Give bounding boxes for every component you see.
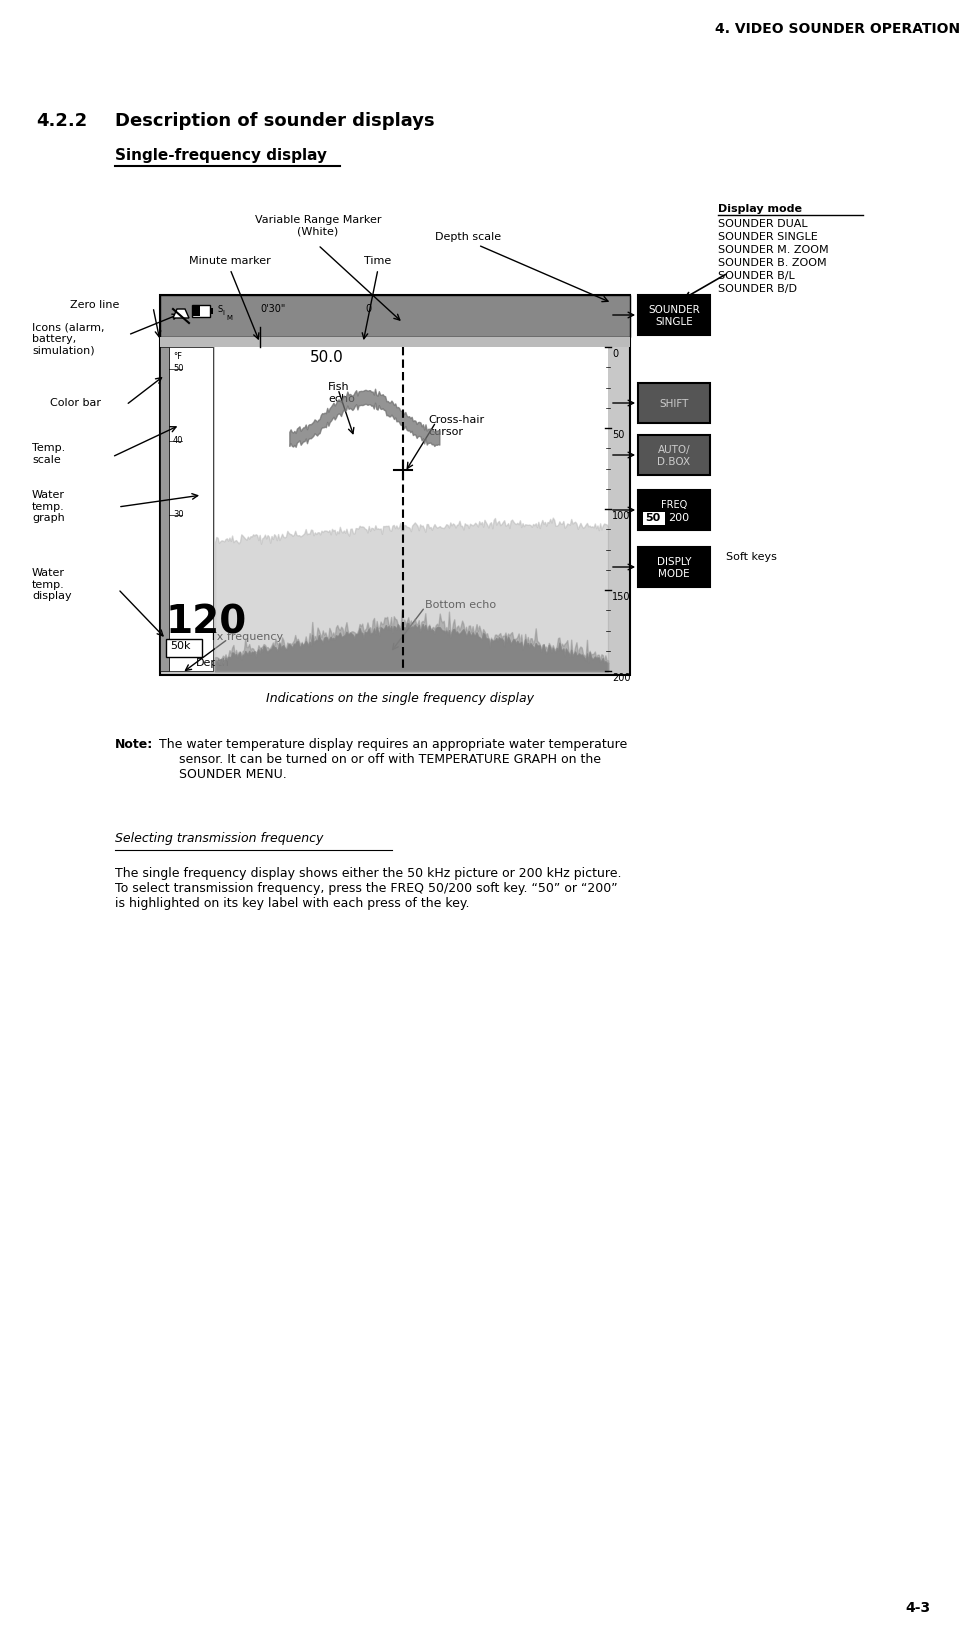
Text: Temp.
scale: Temp. scale xyxy=(32,442,65,465)
Text: SHIFT: SHIFT xyxy=(660,398,689,408)
Bar xyxy=(160,295,630,676)
Text: Cross-hair
cursor: Cross-hair cursor xyxy=(428,415,485,436)
Text: Soft keys: Soft keys xyxy=(726,552,776,561)
Text: SOUNDER SINGLE: SOUNDER SINGLE xyxy=(718,232,817,242)
Bar xyxy=(160,338,630,348)
Text: I: I xyxy=(222,310,224,317)
Text: M: M xyxy=(226,315,232,322)
Bar xyxy=(160,295,630,338)
Text: 4-3: 4-3 xyxy=(905,1599,930,1614)
Text: Depth scale: Depth scale xyxy=(435,232,501,242)
Bar xyxy=(192,305,210,318)
Text: FREQ: FREQ xyxy=(661,499,687,509)
Text: Single-frequency display: Single-frequency display xyxy=(115,149,327,163)
Text: Time: Time xyxy=(364,256,391,266)
Text: SOUNDER B/D: SOUNDER B/D xyxy=(718,284,797,294)
Bar xyxy=(638,491,710,530)
Text: 50: 50 xyxy=(173,364,184,372)
Text: S: S xyxy=(217,305,222,313)
Text: The water temperature display requires an appropriate water temperature
      se: The water temperature display requires a… xyxy=(155,738,628,780)
Text: 50k: 50k xyxy=(170,641,191,651)
Text: SOUNDER B. ZOOM: SOUNDER B. ZOOM xyxy=(718,258,827,268)
Bar xyxy=(638,548,710,588)
Text: 100: 100 xyxy=(612,511,631,521)
Text: SOUNDER B/L: SOUNDER B/L xyxy=(718,271,795,281)
Text: Color bar: Color bar xyxy=(50,398,101,408)
Text: 200: 200 xyxy=(668,512,689,522)
Text: 200: 200 xyxy=(612,672,631,682)
Text: Minute marker: Minute marker xyxy=(189,256,270,266)
Text: 50: 50 xyxy=(645,512,661,522)
Text: Depth: Depth xyxy=(196,658,230,667)
Bar xyxy=(193,307,200,317)
Text: The single frequency display shows either the 50 kHz picture or 200 kHz picture.: The single frequency display shows eithe… xyxy=(115,867,622,909)
Text: 50: 50 xyxy=(612,429,625,439)
Bar xyxy=(169,348,213,672)
Bar xyxy=(638,295,710,336)
Text: 30: 30 xyxy=(173,509,184,519)
Text: Selecting transmission frequency: Selecting transmission frequency xyxy=(115,831,323,844)
Text: DISPLY
MODE: DISPLY MODE xyxy=(657,557,691,578)
Text: Note:: Note: xyxy=(115,738,154,751)
Text: SOUNDER M. ZOOM: SOUNDER M. ZOOM xyxy=(718,245,829,255)
Polygon shape xyxy=(173,310,189,318)
Text: 4.2.2: 4.2.2 xyxy=(36,113,88,131)
Text: 150: 150 xyxy=(612,592,631,602)
Text: Tx frequency: Tx frequency xyxy=(210,632,283,641)
Bar xyxy=(160,348,169,672)
Bar xyxy=(210,308,213,315)
Bar xyxy=(638,384,710,424)
Text: Description of sounder displays: Description of sounder displays xyxy=(115,113,435,131)
Text: 0: 0 xyxy=(612,349,618,359)
Bar xyxy=(166,640,202,658)
Text: Display mode: Display mode xyxy=(718,204,802,214)
Text: Bottom echo: Bottom echo xyxy=(425,599,496,610)
Text: 0'30": 0'30" xyxy=(260,304,285,313)
Text: Variable Range Marker
(White): Variable Range Marker (White) xyxy=(255,215,381,237)
Text: Fish
echo: Fish echo xyxy=(328,382,355,403)
Text: SOUNDER DUAL: SOUNDER DUAL xyxy=(718,219,808,228)
Text: 4. VIDEO SOUNDER OPERATION: 4. VIDEO SOUNDER OPERATION xyxy=(715,21,960,36)
Text: Icons (alarm,
battery,
simulation): Icons (alarm, battery, simulation) xyxy=(32,322,104,356)
Text: °F: °F xyxy=(173,353,182,361)
Text: SOUNDER
SINGLE: SOUNDER SINGLE xyxy=(648,305,700,326)
Text: Indications on the single frequency display: Indications on the single frequency disp… xyxy=(266,692,534,705)
Text: Water
temp.
graph: Water temp. graph xyxy=(32,490,65,522)
Text: Zero line: Zero line xyxy=(70,300,120,310)
Text: 50.0: 50.0 xyxy=(310,349,343,366)
Text: AUTO/
D.BOX: AUTO/ D.BOX xyxy=(658,446,691,467)
Bar xyxy=(215,348,608,672)
Text: 40: 40 xyxy=(173,436,184,446)
Text: Water
temp.
display: Water temp. display xyxy=(32,568,72,601)
Text: 0: 0 xyxy=(365,304,371,313)
Text: 120: 120 xyxy=(166,604,247,641)
Bar xyxy=(638,436,710,475)
Bar xyxy=(643,512,665,526)
